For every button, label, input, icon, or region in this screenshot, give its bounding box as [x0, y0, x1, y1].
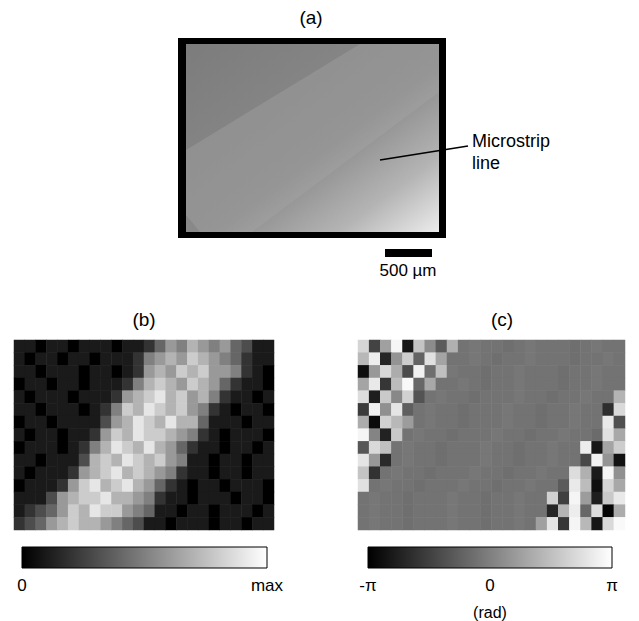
svg-text:max: max — [251, 576, 284, 595]
svg-text:(b): (b) — [132, 309, 155, 330]
svg-text:(rad): (rad) — [473, 604, 507, 621]
svg-text:-π: -π — [359, 576, 376, 595]
svg-text:Microstrip: Microstrip — [472, 131, 550, 151]
svg-text:0: 0 — [17, 576, 26, 595]
svg-text:0: 0 — [485, 576, 494, 595]
svg-text:line: line — [472, 153, 500, 173]
svg-text:π: π — [606, 576, 618, 595]
svg-text:(a): (a) — [299, 7, 322, 28]
svg-text:(c): (c) — [491, 309, 513, 330]
svg-text:500 µm: 500 µm — [379, 261, 436, 280]
